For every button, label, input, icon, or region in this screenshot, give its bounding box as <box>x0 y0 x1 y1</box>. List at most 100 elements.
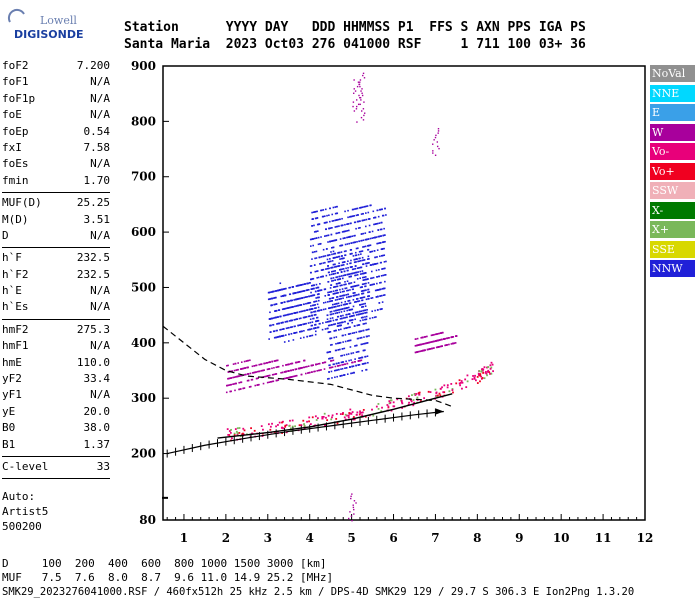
nnw-echo-point <box>296 318 298 320</box>
w-echo-point <box>247 373 249 375</box>
nnw-echo-point <box>377 275 380 278</box>
o-trace-echo-point <box>472 375 474 377</box>
nnw-echo-point <box>352 208 355 211</box>
nnw-echo-point <box>318 309 321 312</box>
o-trace-echo-point <box>479 380 481 383</box>
spike-echo-point <box>353 500 356 502</box>
nnw-echo-point <box>343 283 345 286</box>
nnw-echo-point <box>312 211 315 214</box>
nnw-echo-point <box>379 282 381 284</box>
nnw-echo-point <box>315 300 318 303</box>
nnw-echo-point <box>303 330 305 332</box>
nnw-echo-point <box>349 332 352 335</box>
nnw-echo-point <box>362 212 364 215</box>
nnw-echo-point <box>383 274 386 276</box>
legend-item-sse: SSE <box>650 240 695 258</box>
o-trace-echo-point <box>300 424 303 427</box>
spike-echo-point <box>349 511 351 513</box>
o-trace-echo-point <box>321 416 324 418</box>
w-echo-point <box>294 375 297 377</box>
nnw-echo-point <box>335 285 338 288</box>
nnw-echo-point <box>345 307 348 309</box>
nnw-echo-point <box>337 291 339 294</box>
nnw-echo-point <box>382 254 384 257</box>
nnw-echo-point <box>311 211 313 214</box>
nnw-echo-point <box>343 290 345 293</box>
nnw-echo-point <box>352 215 354 217</box>
w-echo-point <box>316 363 319 365</box>
nnw-echo-point <box>318 296 320 299</box>
w-echo-point <box>290 362 293 365</box>
nnw-echo-point <box>326 327 329 330</box>
nnw-echo-point <box>281 288 283 291</box>
o-trace-echo-point <box>326 419 329 422</box>
nnw-echo-point <box>336 315 339 318</box>
w-echo-point <box>268 374 271 377</box>
w-echo-point <box>230 383 233 386</box>
nnw-echo-point <box>333 369 336 372</box>
nnw-echo-point <box>324 235 326 237</box>
param-value: 0.54 <box>83 124 111 138</box>
nnw-echo-point <box>343 270 346 273</box>
nnw-echo-point <box>349 289 351 291</box>
w-echo-point <box>446 337 448 340</box>
nnw-echo-point <box>324 208 327 211</box>
w-echo-point <box>308 371 310 374</box>
nnw-echo-point <box>297 291 300 293</box>
nnw-echo-point <box>377 229 380 231</box>
nnw-echo-point <box>286 327 289 329</box>
o-trace-echo-point <box>289 419 291 422</box>
nnw-echo-point <box>357 260 359 263</box>
o-trace-echo-point <box>451 389 454 391</box>
nnw-echo-point <box>361 250 364 252</box>
nnw-echo-point <box>331 213 334 216</box>
nnw-echo-point <box>381 268 384 270</box>
nnw-echo-point <box>344 300 347 303</box>
nnw-echo-point <box>342 361 345 363</box>
spike-echo-point <box>437 130 440 132</box>
nnw-echo-point <box>329 364 331 366</box>
w-echo-point <box>433 347 435 349</box>
nnw-echo-point <box>376 309 379 311</box>
w-echo-point <box>446 344 449 346</box>
nnw-echo-point <box>294 292 297 294</box>
w-echo-point <box>250 385 252 388</box>
nnw-echo-point <box>350 372 352 375</box>
x-tick-label: 12 <box>637 531 654 545</box>
nnw-echo-point <box>301 310 304 312</box>
x-tick-label: 1 <box>180 531 188 545</box>
nnw-echo-point <box>351 235 354 238</box>
nnw-echo-point <box>352 255 355 257</box>
nnw-echo-point <box>365 318 368 321</box>
w-echo-point <box>286 363 288 366</box>
nnw-echo-point <box>360 213 363 215</box>
nnw-echo-point <box>380 255 383 257</box>
nnw-echo-point <box>348 216 351 218</box>
nnw-echo-point <box>384 274 387 276</box>
o-trace-echo-point <box>439 394 442 397</box>
w-echo-point <box>275 379 278 382</box>
y-tick-label: 300 <box>131 391 156 405</box>
w-echo-point <box>438 332 440 335</box>
nnw-echo-point <box>341 374 343 377</box>
nnw-echo-point <box>358 330 360 333</box>
spike-echo-point <box>351 493 353 495</box>
nnw-echo-point <box>355 207 357 210</box>
nnw-echo-point <box>374 216 377 219</box>
w-echo-point <box>434 340 437 342</box>
spike-echo-point <box>353 88 355 90</box>
x-tick-label: 9 <box>515 531 523 545</box>
nnw-echo-point <box>332 286 335 288</box>
nnw-echo-point <box>285 307 288 310</box>
o-trace-echo-point <box>410 400 413 403</box>
nnw-echo-point <box>332 206 335 209</box>
nnw-echo-point <box>380 274 383 277</box>
w-echo-point <box>453 342 456 344</box>
nnw-echo-point <box>374 256 377 259</box>
nnw-echo-point <box>303 309 306 312</box>
nnw-echo-point <box>289 313 291 315</box>
nnw-echo-point <box>303 316 306 319</box>
nnw-echo-point <box>363 259 366 261</box>
nnw-echo-point <box>310 278 312 281</box>
nnw-echo-point <box>364 302 366 305</box>
